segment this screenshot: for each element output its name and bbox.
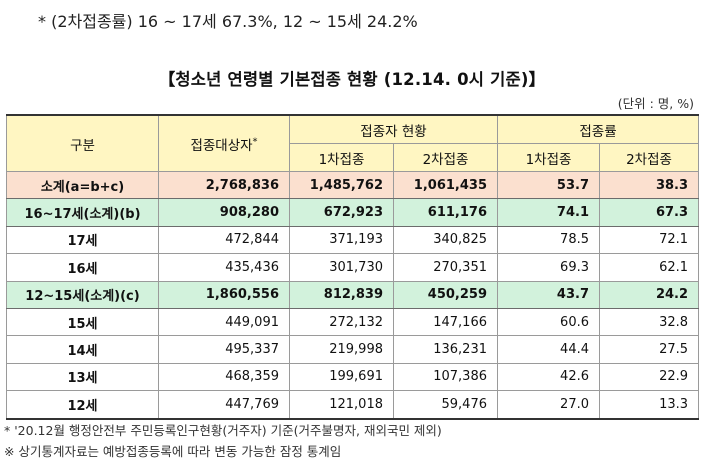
cell-rate1: 74.1 — [497, 198, 600, 227]
table-row: 17세 472,844 371,193 340,825 78.5 72.1 — [6, 225, 700, 255]
cell-rate2: 13.3 — [598, 390, 700, 420]
cell-dose2: 340,825 — [393, 225, 498, 255]
header-rate-dose2: 2차접종 — [598, 143, 700, 172]
cell-target: 435,436 — [158, 253, 290, 282]
cell-dose2: 107,386 — [393, 362, 498, 392]
cell-target: 468,359 — [158, 362, 290, 392]
cell-rate2: 32.8 — [598, 307, 700, 337]
header-vaccinated-dose2: 2차접종 — [393, 143, 498, 172]
summary-note: * (2차접종률) 16 ~ 17세 67.3%, 12 ~ 15세 24.2% — [38, 12, 418, 31]
row-label: 17세 — [6, 225, 159, 255]
cell-rate2: 38.3 — [598, 170, 700, 200]
cell-dose1: 672,923 — [289, 198, 394, 227]
cell-dose1: 199,691 — [289, 362, 394, 392]
cell-target: 447,769 — [158, 390, 290, 420]
table-row: 13세 468,359 199,691 107,386 42.6 22.9 — [6, 362, 700, 392]
cell-rate1: 27.0 — [497, 390, 600, 420]
cell-target: 908,280 — [158, 198, 290, 227]
cell-target: 1,860,556 — [158, 280, 290, 309]
header-target-mark: * — [252, 136, 258, 147]
row-label: 소계(a=b+c) — [6, 170, 159, 200]
cell-target: 449,091 — [158, 307, 290, 337]
cell-rate1: 44.4 — [497, 335, 600, 364]
cell-target: 495,337 — [158, 335, 290, 364]
cell-dose2: 270,351 — [393, 253, 498, 282]
cell-rate2: 24.2 — [598, 280, 700, 309]
table-row-subtotal: 12~15세(소계)(c) 1,860,556 812,839 450,259 … — [6, 280, 700, 309]
cell-dose2: 147,166 — [393, 307, 498, 337]
cell-dose1: 301,730 — [289, 253, 394, 282]
table-row: 16세 435,436 301,730 270,351 69.3 62.1 — [6, 253, 700, 282]
cell-dose1: 812,839 — [289, 280, 394, 309]
cell-rate1: 69.3 — [497, 253, 600, 282]
table-row-subtotal: 16~17세(소계)(b) 908,280 672,923 611,176 74… — [6, 198, 700, 227]
cell-dose1: 121,018 — [289, 390, 394, 420]
header-rate-dose1: 1차접종 — [497, 143, 600, 172]
row-label: 13세 — [6, 362, 159, 392]
table-row: 14세 495,337 219,998 136,231 44.4 27.5 — [6, 335, 700, 364]
footnote-provisional: ※ 상기통계자료는 예방접종등록에 따라 변동 가능한 잠정 통계임 — [4, 444, 342, 459]
row-label: 14세 — [6, 335, 159, 364]
table-row: 15세 449,091 272,132 147,166 60.6 32.8 — [6, 307, 700, 337]
header-rate: 접종률 — [496, 114, 700, 144]
cell-rate2: 72.1 — [598, 225, 700, 255]
table-title: 【청소년 연령별 기본접종 현황 (12.14. 0시 기준)】 — [158, 70, 546, 89]
row-label: 16세 — [6, 253, 159, 282]
cell-rate1: 42.6 — [497, 362, 600, 392]
header-target-label: 접종대상자 — [190, 137, 253, 154]
cell-rate2: 22.9 — [598, 362, 700, 392]
cell-dose1: 371,193 — [289, 225, 394, 255]
unit-note: (단위 : 명, %) — [617, 96, 694, 111]
header-category: 구분 — [6, 114, 159, 172]
row-label: 15세 — [6, 307, 159, 337]
cell-dose2: 136,231 — [393, 335, 498, 364]
row-label: 12~15세(소계)(c) — [6, 280, 159, 309]
cell-rate1: 43.7 — [497, 280, 600, 309]
cell-dose2: 611,176 — [393, 198, 498, 227]
cell-rate1: 60.6 — [497, 307, 600, 337]
footnote-source: * '20.12월 행정안전부 주민등록인구현황(거주자) 기준(거주불명자, … — [4, 423, 442, 438]
cell-rate2: 67.3 — [598, 198, 700, 227]
row-label: 16~17세(소계)(b) — [6, 198, 159, 227]
header-vaccinated-dose1: 1차접종 — [289, 143, 394, 172]
cell-dose1: 219,998 — [289, 335, 394, 364]
vaccination-table: 구분 접종대상자* 접종자 현황 접종률 1차접종 2차접종 1차접종 2차접종… — [6, 114, 700, 420]
cell-rate1: 78.5 — [497, 225, 600, 255]
cell-rate2: 27.5 — [598, 335, 700, 364]
row-label: 12세 — [6, 390, 159, 420]
cell-dose2: 450,259 — [393, 280, 498, 309]
table-row: 12세 447,769 121,018 59,476 27.0 13.3 — [6, 390, 700, 420]
cell-rate1: 53.7 — [497, 170, 600, 200]
cell-dose2: 1,061,435 — [393, 170, 498, 200]
header-vaccinated: 접종자 현황 — [289, 114, 498, 144]
cell-dose2: 59,476 — [393, 390, 498, 420]
cell-dose1: 1,485,762 — [289, 170, 394, 200]
header-target: 접종대상자* — [158, 114, 290, 172]
cell-target: 2,768,836 — [158, 170, 290, 200]
cell-dose1: 272,132 — [289, 307, 394, 337]
cell-rate2: 62.1 — [598, 253, 700, 282]
table-row-total: 소계(a=b+c) 2,768,836 1,485,762 1,061,435 … — [6, 170, 700, 200]
cell-target: 472,844 — [158, 225, 290, 255]
